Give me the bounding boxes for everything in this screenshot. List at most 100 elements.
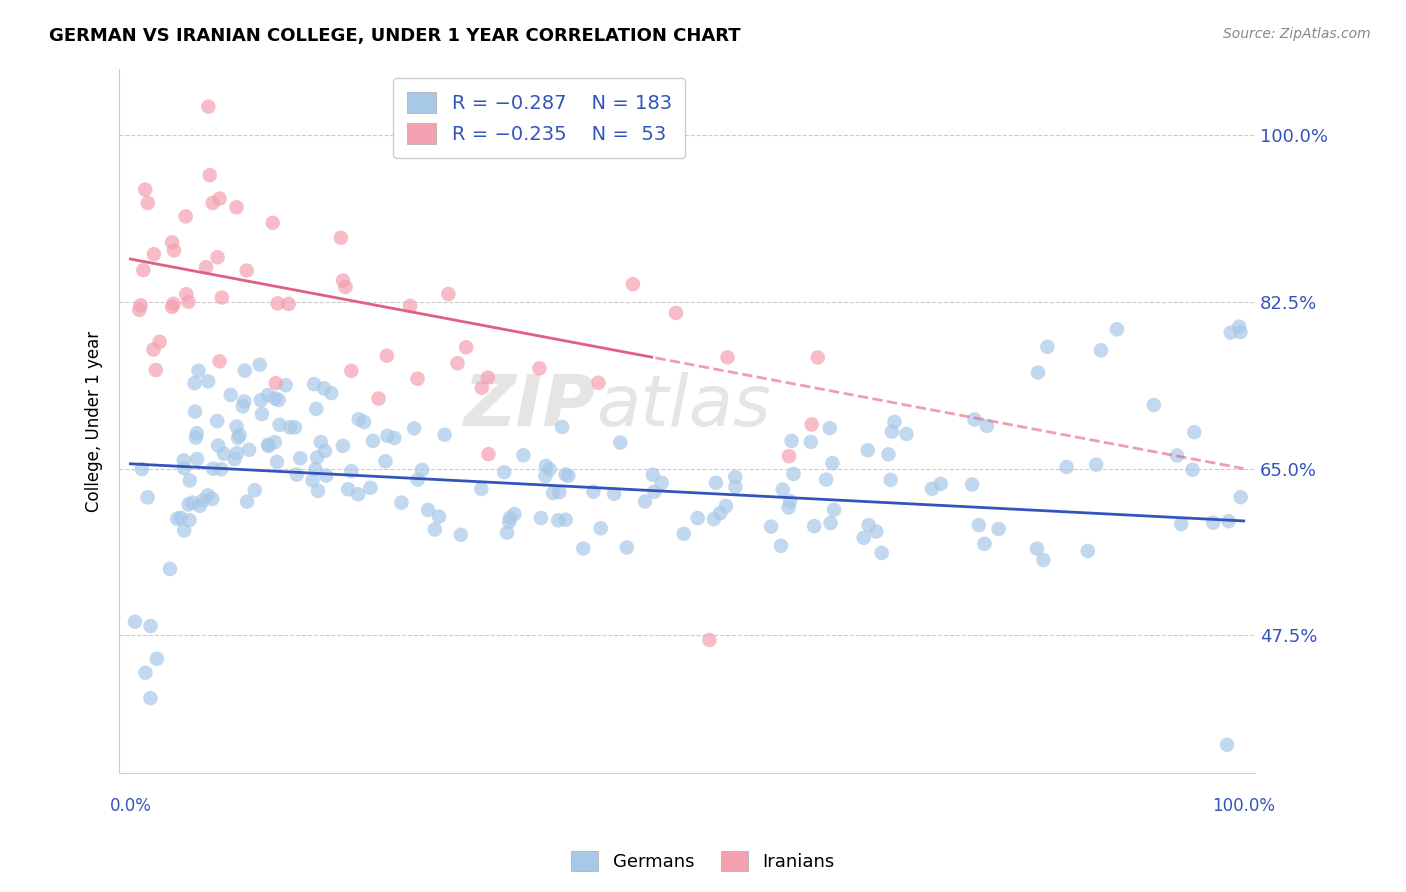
Point — [136, 196, 159, 211]
Point — [160, 235, 183, 250]
Point — [529, 361, 551, 376]
Point — [304, 462, 326, 476]
Point — [807, 351, 830, 365]
Point — [406, 372, 429, 386]
Point — [166, 512, 188, 526]
Point — [880, 425, 903, 439]
Point — [772, 483, 794, 497]
Point — [177, 294, 200, 309]
Point — [427, 509, 450, 524]
Point — [858, 518, 880, 533]
Point — [477, 370, 499, 384]
Text: Source: ZipAtlas.com: Source: ZipAtlas.com — [1223, 27, 1371, 41]
Point — [818, 421, 841, 435]
Point — [1026, 366, 1049, 380]
Point — [1077, 544, 1099, 558]
Point — [534, 469, 557, 483]
Point — [879, 473, 901, 487]
Point — [557, 469, 579, 483]
Point — [538, 462, 561, 476]
Point — [264, 392, 287, 406]
Point — [554, 513, 576, 527]
Point — [307, 483, 329, 498]
Point — [554, 467, 576, 482]
Point — [865, 524, 887, 539]
Point — [1026, 541, 1049, 556]
Point — [340, 364, 363, 378]
Point — [1170, 516, 1192, 531]
Point — [347, 412, 370, 426]
Point — [174, 210, 197, 224]
Point — [665, 306, 688, 320]
Point — [124, 615, 146, 629]
Point — [136, 491, 159, 505]
Point — [759, 519, 782, 533]
Point — [332, 439, 354, 453]
Point — [960, 477, 983, 491]
Point — [973, 537, 995, 551]
Point — [987, 522, 1010, 536]
Point — [142, 247, 165, 261]
Point — [547, 513, 569, 527]
Point — [207, 250, 229, 264]
Point — [1166, 449, 1188, 463]
Point — [361, 434, 384, 448]
Point — [177, 498, 200, 512]
Point — [236, 494, 259, 508]
Point — [128, 302, 150, 317]
Point — [709, 506, 731, 520]
Point — [197, 488, 219, 502]
Point — [307, 450, 329, 465]
Text: GERMAN VS IRANIAN COLLEGE, UNDER 1 YEAR CORRELATION CHART: GERMAN VS IRANIAN COLLEGE, UNDER 1 YEAR … — [49, 27, 741, 45]
Point — [209, 462, 232, 476]
Point — [173, 461, 195, 475]
Point — [724, 480, 747, 494]
Point — [232, 399, 254, 413]
Point — [499, 510, 522, 524]
Point — [197, 374, 219, 388]
Point — [870, 546, 893, 560]
Point — [800, 434, 823, 449]
Point — [921, 482, 943, 496]
Point — [278, 420, 301, 434]
Point — [641, 467, 664, 482]
Point — [226, 431, 249, 445]
Point — [134, 182, 156, 196]
Point — [301, 473, 323, 487]
Point — [274, 378, 297, 392]
Point — [186, 452, 208, 467]
Point — [534, 458, 557, 473]
Point — [212, 447, 235, 461]
Point — [1085, 458, 1108, 472]
Point — [263, 435, 285, 450]
Point — [703, 512, 725, 526]
Point — [416, 503, 439, 517]
Point — [347, 487, 370, 501]
Point — [896, 427, 918, 442]
Point — [340, 464, 363, 478]
Point — [184, 404, 207, 418]
Point — [686, 511, 709, 525]
Point — [173, 453, 195, 467]
Point — [179, 474, 201, 488]
Point — [548, 485, 571, 500]
Point — [852, 531, 875, 545]
Point — [169, 510, 191, 524]
Point — [1090, 343, 1112, 358]
Point — [302, 377, 325, 392]
Point — [314, 444, 336, 458]
Point — [250, 407, 273, 421]
Point — [249, 358, 271, 372]
Point — [183, 376, 205, 391]
Point — [877, 447, 900, 461]
Point — [551, 420, 574, 434]
Point — [1216, 738, 1239, 752]
Point — [616, 541, 638, 555]
Point — [823, 503, 845, 517]
Point — [266, 455, 288, 469]
Point — [477, 447, 499, 461]
Point — [201, 461, 224, 475]
Point — [228, 428, 250, 442]
Point — [159, 562, 181, 576]
Point — [219, 388, 242, 402]
